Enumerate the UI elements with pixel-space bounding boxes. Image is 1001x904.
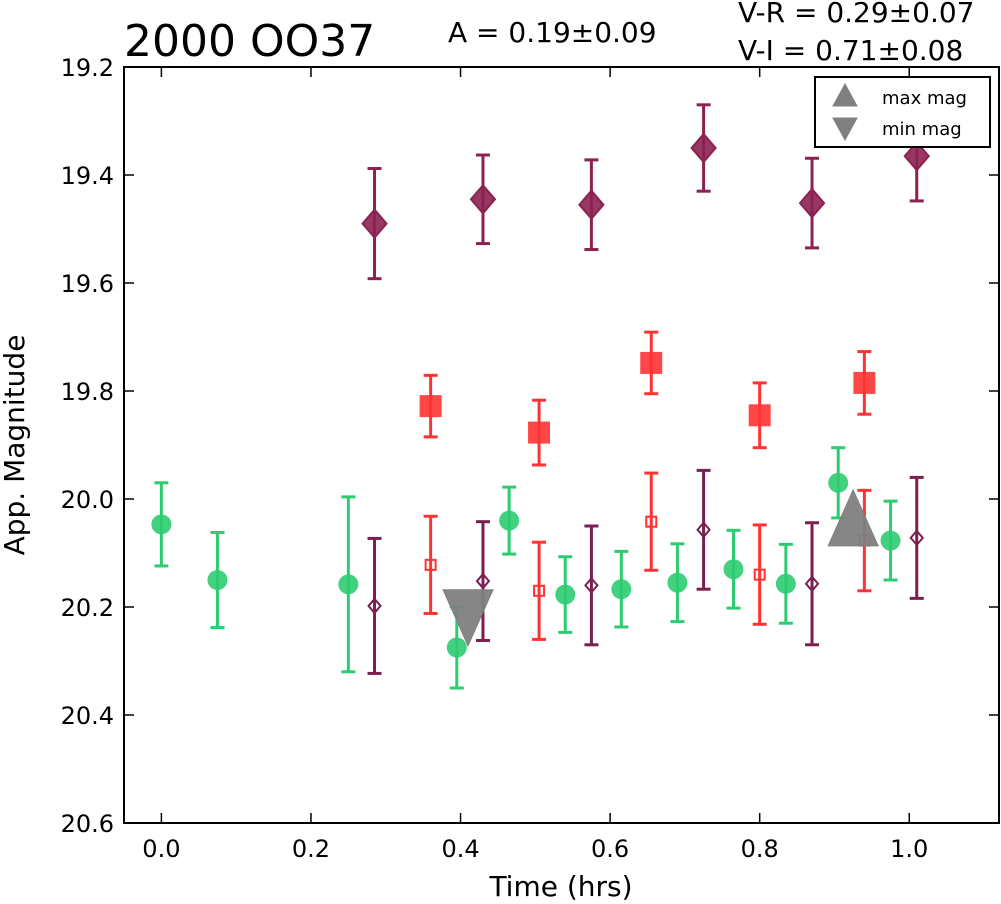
legend-max-mag-label: max mag: [882, 88, 967, 109]
y-tick-label-7: 20.6: [61, 810, 114, 838]
amplitude-annotation: A = 0.19±0.09: [448, 16, 657, 49]
data-point: [753, 568, 766, 581]
data-point: [903, 140, 931, 172]
data-point: [367, 597, 382, 615]
data-point: [611, 579, 632, 600]
max-mag-marker: [827, 488, 879, 547]
series-1-square-filled: [419, 330, 876, 467]
data-point: [853, 371, 876, 394]
x-tick-label-3: 0.6: [591, 835, 629, 863]
series-3-square-open: [423, 471, 872, 641]
x-tick-label-4: 0.8: [741, 835, 779, 863]
axes: 0.0 0.2 0.4 0.6 0.8 1.0 19.2 19.4 19.6 19.8 20.0 20…: [61, 54, 999, 863]
data-point: [828, 472, 849, 493]
data-point: [804, 575, 820, 593]
data-point: [640, 351, 663, 374]
data-point: [690, 132, 717, 164]
data-point: [151, 514, 172, 535]
y-axis-label: App. Magnitude: [0, 335, 31, 556]
x-tick-label-0: 0.0: [142, 835, 180, 863]
x-tick-label-5: 1.0: [890, 835, 928, 863]
data-point: [338, 574, 359, 595]
min-mag-marker: [442, 589, 494, 648]
y-tick-label-2: 19.6: [61, 270, 114, 298]
legend: max mag min mag: [814, 76, 991, 148]
extrema-markers: [442, 488, 879, 648]
data-point: [696, 521, 711, 539]
chart-title: 2000 OO37: [124, 16, 375, 67]
data-point: [446, 637, 467, 658]
series-0-circle-filled: [151, 446, 901, 690]
data-point: [528, 421, 551, 444]
series-2-diamond-filled: [361, 103, 931, 281]
data-point: [469, 183, 497, 215]
legend-min-mag-marker: [832, 117, 858, 142]
data-point: [880, 530, 901, 551]
plot-background: [124, 67, 999, 823]
data-point: [775, 573, 796, 594]
data-point: [645, 515, 658, 528]
data-point: [798, 187, 826, 219]
data-point: [361, 208, 388, 240]
x-tick-label-1: 0.2: [292, 835, 330, 863]
data-point: [578, 189, 605, 221]
y-tick-label-6: 20.4: [61, 702, 114, 730]
y-tick-label-5: 20.2: [61, 594, 114, 622]
x-axis-label: Time (hrs): [488, 870, 632, 903]
legend-max-mag-marker: [832, 82, 858, 107]
data-point: [499, 510, 520, 531]
v-i-annotation: V-I = 0.71±0.08: [738, 34, 963, 67]
y-tick-label-4: 20.0: [61, 486, 114, 514]
y-tick-label-0: 19.2: [61, 54, 114, 82]
plot-frame: [123, 66, 1000, 824]
data-point: [424, 558, 437, 571]
y-tick-label-3: 19.8: [61, 378, 114, 406]
data-point: [667, 572, 688, 593]
v-r-annotation: V-R = 0.29±0.07: [738, 0, 974, 29]
data-point: [723, 559, 744, 580]
data-marks: [151, 103, 931, 690]
data-point: [533, 584, 546, 597]
data-point: [475, 572, 491, 590]
data-point: [748, 404, 771, 427]
x-tick-label-2: 0.4: [441, 835, 479, 863]
data-point: [555, 584, 576, 605]
data-point: [584, 576, 599, 594]
data-point: [419, 395, 442, 418]
series-4-diamond-open: [367, 468, 925, 675]
legend-min-mag-label: min mag: [882, 119, 962, 140]
y-tick-label-1: 19.4: [61, 162, 114, 190]
data-point: [909, 529, 925, 547]
data-point: [207, 570, 228, 590]
